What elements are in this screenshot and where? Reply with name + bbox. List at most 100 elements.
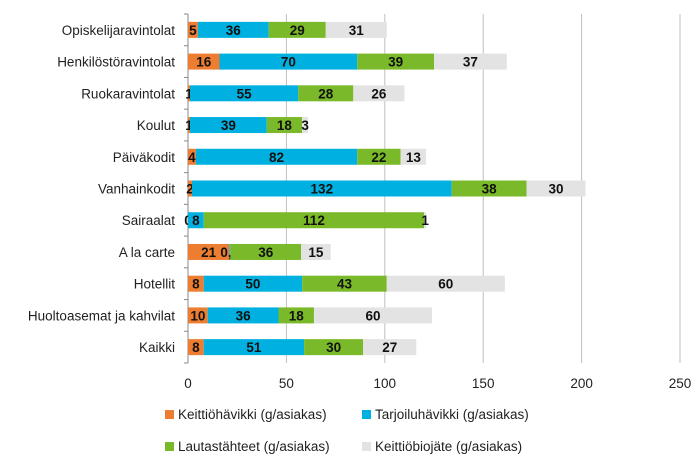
- bar-segment: [229, 243, 231, 260]
- data-label: 18: [277, 118, 293, 133]
- data-label: 39: [221, 118, 236, 133]
- bar-segment: [313, 307, 433, 324]
- bar-segment: [188, 307, 208, 324]
- data-label: 36: [236, 308, 252, 323]
- data-label: 31: [349, 23, 365, 38]
- bar-segment: [189, 85, 299, 102]
- bar-segment: [302, 275, 387, 292]
- legend-swatch: [165, 442, 174, 451]
- category-label: Vanhainkodit: [98, 182, 175, 197]
- data-label: 60: [438, 277, 453, 292]
- bar-segment: [304, 339, 364, 356]
- data-label: 22: [371, 150, 386, 165]
- x-tick-label: 250: [669, 376, 692, 391]
- bar-segment: [302, 117, 309, 134]
- bar-segment: [424, 212, 427, 229]
- data-label: 21: [201, 245, 217, 260]
- legend-label: Keittiöhävikki (g/asiakas): [178, 407, 327, 422]
- data-label: 36: [226, 23, 242, 38]
- category-label: Päiväkodit: [113, 150, 176, 165]
- data-label: 16: [196, 55, 212, 70]
- bar-segment: [278, 307, 314, 324]
- data-label: 8: [192, 213, 200, 228]
- data-label: 43: [337, 277, 353, 292]
- data-label: 30: [326, 340, 341, 355]
- legend-label: Tarjoiluhävikki (g/asiakas): [375, 407, 529, 422]
- bar-segment: [434, 53, 507, 70]
- bar-segment: [357, 53, 434, 70]
- data-label: 38: [482, 182, 498, 197]
- data-label: 82: [269, 150, 284, 165]
- data-label: 51: [246, 340, 262, 355]
- x-tick-label: 100: [374, 376, 397, 391]
- category-label: A la carte: [119, 245, 175, 260]
- data-label: 60: [365, 308, 380, 323]
- data-label: 50: [245, 277, 260, 292]
- bar-segment: [301, 243, 331, 260]
- bar-segment: [188, 339, 204, 356]
- category-label: Ruokaravintolat: [81, 86, 175, 101]
- data-label: 18: [289, 308, 305, 323]
- data-label: 10: [190, 308, 205, 323]
- data-label: 30: [549, 182, 564, 197]
- data-label: 39: [388, 55, 403, 70]
- legend-swatch: [362, 442, 371, 451]
- data-label: 5: [189, 23, 197, 38]
- bar-segment: [207, 307, 279, 324]
- bar-segment: [188, 21, 198, 38]
- data-label: 36: [258, 245, 274, 260]
- data-label: 4: [188, 150, 196, 165]
- bar-segment: [363, 339, 417, 356]
- bar-segment: [451, 180, 527, 197]
- data-label: 37: [463, 55, 478, 70]
- bar-segment: [268, 21, 326, 38]
- category-label: Kaikki: [139, 340, 175, 355]
- category-label: Huoltoasemat ja kahvilat: [28, 308, 175, 323]
- data-label: 1: [421, 213, 429, 228]
- bar-segment: [188, 212, 204, 229]
- bar-segment: [386, 275, 505, 292]
- bar-segment: [189, 117, 267, 134]
- data-label: 1: [185, 118, 193, 133]
- data-label: 26: [371, 86, 387, 101]
- data-label: 8: [192, 340, 200, 355]
- category-label: Sairaalat: [122, 213, 176, 228]
- bar-segment: [195, 148, 358, 165]
- category-label: Opiskelijaravintolat: [62, 23, 176, 38]
- data-label: 2: [186, 182, 194, 197]
- data-label: 55: [237, 86, 253, 101]
- legend-swatch: [165, 410, 174, 419]
- x-tick-label: 50: [279, 376, 294, 391]
- data-label: 1: [185, 86, 193, 101]
- data-label: 70: [281, 55, 296, 70]
- bar-segment: [188, 180, 192, 197]
- bar-segment: [526, 180, 586, 197]
- bar-segment: [197, 21, 269, 38]
- bar-segment: [188, 275, 204, 292]
- data-label: 15: [308, 245, 324, 260]
- x-tick-label: 0: [184, 376, 192, 391]
- legend-swatch: [362, 410, 371, 419]
- data-label: 3: [301, 118, 309, 133]
- data-label: 132: [311, 182, 334, 197]
- bar-segment: [203, 275, 303, 292]
- x-tick-label: 150: [472, 376, 495, 391]
- data-label: 27: [382, 340, 397, 355]
- data-label: 13: [406, 150, 422, 165]
- bar-segment: [188, 148, 196, 165]
- bar-segment: [219, 53, 358, 70]
- legend-label: Keittiöbiojäte (g/asiakas): [375, 439, 522, 454]
- category-label: Henkilöstöravintolat: [57, 55, 175, 70]
- bar-segment: [191, 180, 452, 197]
- data-label: 28: [318, 86, 334, 101]
- bar-segment: [266, 117, 303, 134]
- data-label: 8: [192, 277, 200, 292]
- x-tick-label: 200: [570, 376, 593, 391]
- category-label: Koulut: [137, 118, 176, 133]
- bar-segment: [230, 243, 302, 260]
- bar-segment: [357, 148, 401, 165]
- bar-segment: [188, 243, 230, 260]
- category-label: Hotellit: [134, 277, 176, 292]
